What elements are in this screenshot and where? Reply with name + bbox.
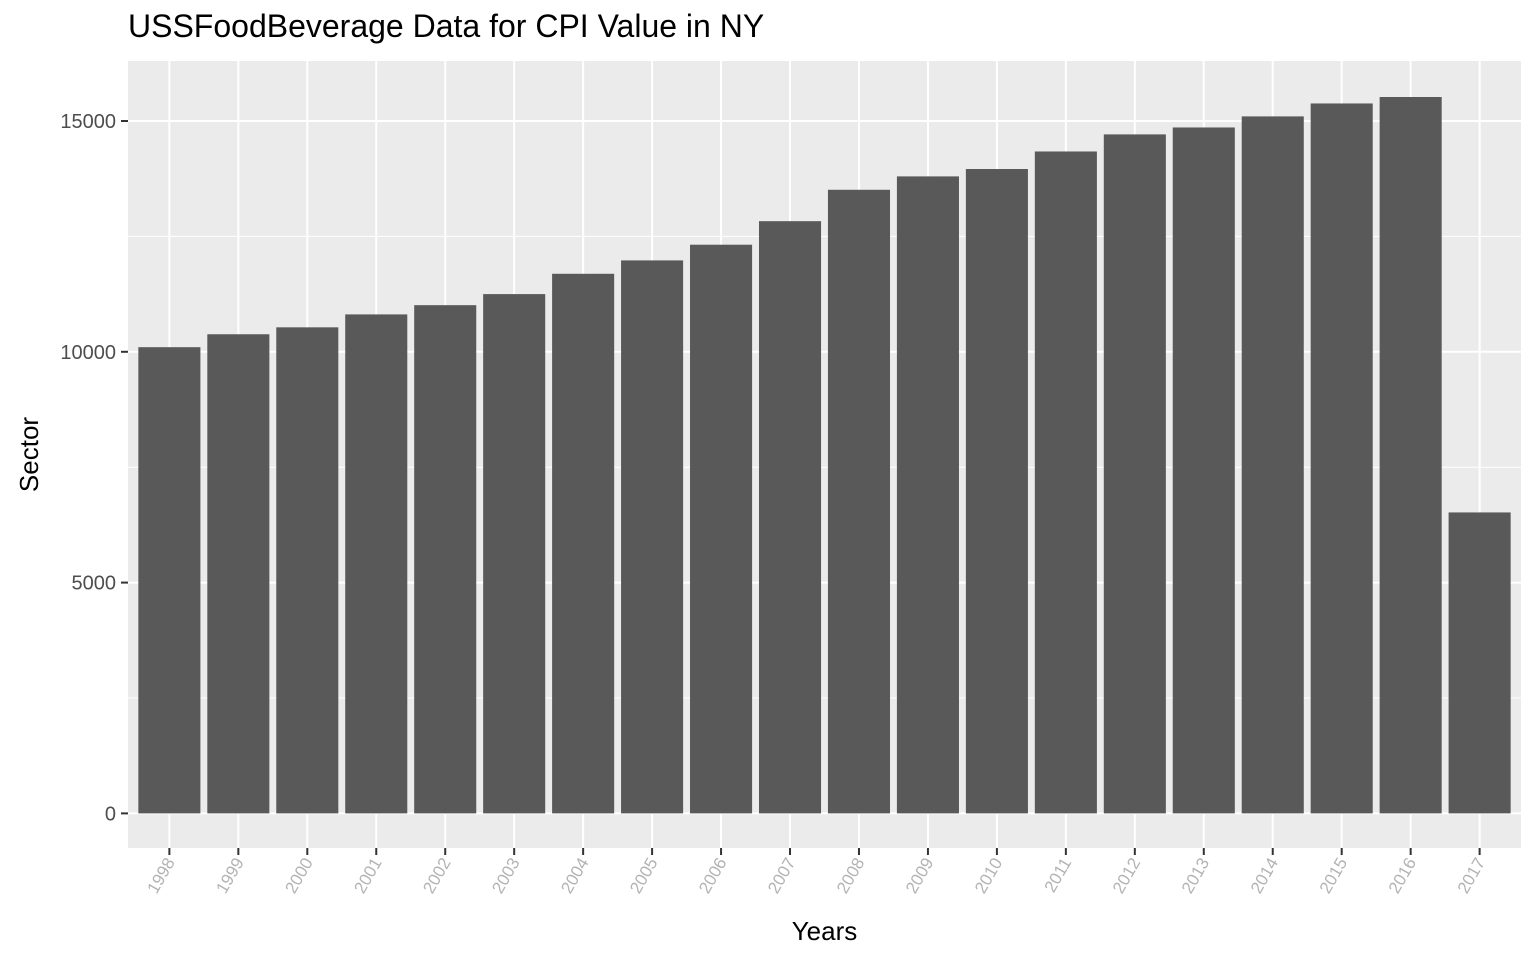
bar-2010 <box>965 169 1028 814</box>
y-tick-label: 0 <box>105 803 116 825</box>
x-tick-label: 2004 <box>557 855 592 897</box>
x-tick-label: 2013 <box>1178 855 1213 897</box>
y-tick-label: 10000 <box>60 342 116 364</box>
y-tick-label: 15000 <box>60 111 116 133</box>
x-axis-ticks: 1998 1999 2000 2001 2002 2003 2004 2005 2006 2007… <box>143 848 1489 897</box>
bar-2016 <box>1379 97 1442 814</box>
x-tick-label: 2001 <box>350 855 385 897</box>
bar-1998 <box>138 347 201 814</box>
bar-1999 <box>207 334 270 814</box>
y-tick-label: 5000 <box>72 573 117 595</box>
x-tick-label: 1998 <box>143 855 178 897</box>
bar-2011 <box>1034 151 1097 814</box>
bars <box>138 97 1511 814</box>
bar-2002 <box>414 305 477 814</box>
bar-2008 <box>827 189 891 814</box>
x-axis-title: Years <box>792 916 858 946</box>
x-tick-label: 2017 <box>1454 855 1489 897</box>
chart-title: USSFoodBeverage Data for CPI Value in NY <box>128 8 765 44</box>
x-tick-label: 2003 <box>488 855 523 897</box>
x-tick-label: 2015 <box>1316 855 1351 897</box>
bar-2009 <box>896 176 959 814</box>
x-tick-label: 2008 <box>833 855 868 897</box>
x-tick-label: 2006 <box>695 855 730 897</box>
y-axis-title: Sector <box>14 417 44 492</box>
bar-2001 <box>345 314 408 814</box>
x-tick-label: 2009 <box>902 855 937 897</box>
x-tick-label: 2010 <box>971 855 1006 897</box>
bar-2004 <box>552 273 615 814</box>
bar-2000 <box>276 327 339 814</box>
x-tick-label: 2012 <box>1109 855 1144 897</box>
bar-2017 <box>1448 512 1511 814</box>
bar-2007 <box>758 221 822 814</box>
x-tick-label: 2011 <box>1041 855 1076 896</box>
x-tick-label: 2007 <box>764 855 799 897</box>
x-tick-label: 2005 <box>626 855 661 897</box>
bar-2012 <box>1103 134 1166 814</box>
x-tick-label: 2002 <box>419 855 454 897</box>
y-axis-ticks: 0 5000 10000 15000 <box>60 111 128 825</box>
x-tick-label: 1999 <box>212 855 247 897</box>
x-tick-label: 2014 <box>1247 855 1282 897</box>
x-tick-label: 2000 <box>281 855 316 897</box>
bar-2015 <box>1310 103 1373 814</box>
bar-2013 <box>1172 127 1235 814</box>
bar-2014 <box>1241 116 1304 814</box>
bar-2006 <box>690 244 753 814</box>
x-tick-label: 2016 <box>1385 855 1420 897</box>
bar-2005 <box>621 260 684 814</box>
bar-2003 <box>483 294 546 814</box>
